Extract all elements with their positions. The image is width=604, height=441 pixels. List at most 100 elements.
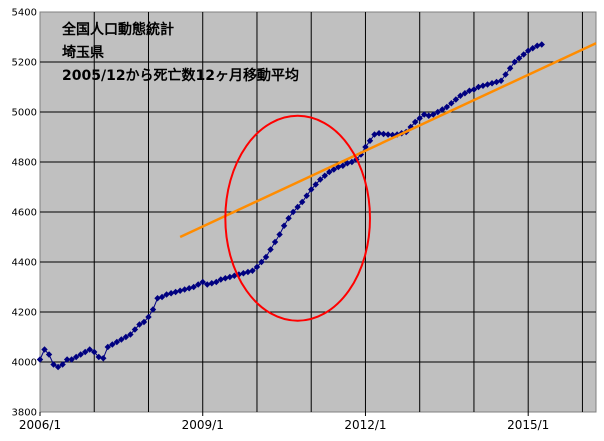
y-tick-label: 4400 xyxy=(12,258,37,269)
data-point xyxy=(285,215,292,222)
data-point xyxy=(389,131,396,139)
data-point xyxy=(113,338,121,346)
data-point xyxy=(222,275,229,282)
data-point xyxy=(104,343,112,351)
data-point xyxy=(371,131,378,138)
data-point xyxy=(434,108,441,116)
data-point xyxy=(430,111,437,118)
data-point xyxy=(45,351,53,358)
y-tick-label: 5200 xyxy=(12,58,37,69)
data-point xyxy=(136,321,143,328)
data-point xyxy=(493,78,500,86)
data-point xyxy=(497,77,505,84)
data-point xyxy=(534,42,541,49)
y-tick-label: 5000 xyxy=(12,108,37,119)
data-point xyxy=(167,290,175,297)
data-point xyxy=(68,356,75,363)
data-point xyxy=(271,238,279,246)
trend-line xyxy=(179,42,597,239)
data-point xyxy=(54,363,62,371)
data-point xyxy=(109,341,116,348)
highlight-ellipse xyxy=(224,114,371,322)
data-point xyxy=(176,287,184,294)
x-tick-label: 2006/1 xyxy=(19,418,61,432)
data-point xyxy=(36,356,44,363)
data-point xyxy=(506,65,514,72)
data-point xyxy=(140,318,148,326)
data-point xyxy=(484,81,491,88)
data-point xyxy=(425,112,432,119)
data-point xyxy=(421,111,428,118)
data-point xyxy=(321,172,328,179)
data-point xyxy=(308,186,315,193)
data-point xyxy=(244,268,252,276)
data-point xyxy=(145,313,152,321)
data-point xyxy=(72,353,80,361)
data-point xyxy=(213,278,220,286)
data-point xyxy=(280,222,288,229)
y-axis-ticks: 3800 4000 4200 4400 4600 4800 5000 5200 5400 xyxy=(12,8,37,419)
data-point xyxy=(190,283,197,291)
data-point xyxy=(122,333,130,341)
data-point xyxy=(488,80,496,87)
y-tick-label: 4600 xyxy=(12,208,37,219)
data-point xyxy=(86,346,93,353)
x-axis-ticks: 2006/1 2009/1 2012/1 2015/1 xyxy=(19,412,549,432)
data-point xyxy=(443,103,451,111)
x-tick-label: 2012/1 xyxy=(344,418,386,432)
data-point xyxy=(538,41,545,48)
gridlines xyxy=(40,12,596,412)
data-point xyxy=(452,96,460,103)
y-tick-label: 5400 xyxy=(12,8,37,19)
data-point xyxy=(407,123,414,131)
data-point xyxy=(312,181,319,188)
title-line-3: 2005/12から死亡数12ヶ月移動平均 xyxy=(62,67,299,84)
data-point xyxy=(217,276,225,283)
data-point xyxy=(461,90,469,97)
data-point xyxy=(249,267,256,274)
data-point xyxy=(149,306,157,313)
data-point xyxy=(470,86,478,93)
data-point xyxy=(524,47,532,54)
data-point xyxy=(195,281,202,288)
data-point xyxy=(475,83,482,91)
data-point xyxy=(267,246,274,253)
x-tick-label: 2009/1 xyxy=(182,418,224,432)
data-point xyxy=(298,198,306,206)
data-point xyxy=(511,58,518,66)
data-point xyxy=(258,258,265,266)
data-point xyxy=(416,115,423,122)
data-point xyxy=(294,203,301,211)
data-point xyxy=(185,285,193,292)
data-point xyxy=(466,87,473,94)
series-group xyxy=(36,41,597,371)
data-point xyxy=(317,176,324,183)
data-point xyxy=(384,131,392,138)
data-point xyxy=(411,118,419,126)
data-point xyxy=(253,263,261,271)
data-point xyxy=(163,291,170,298)
data-point xyxy=(59,361,66,368)
data-point xyxy=(95,353,102,361)
data-point xyxy=(380,130,387,138)
data-point xyxy=(82,348,89,356)
data-point xyxy=(204,281,211,288)
data-point xyxy=(348,158,356,166)
title-line-2: 埼玉県 xyxy=(62,44,104,61)
data-point xyxy=(520,51,527,58)
data-point xyxy=(127,331,134,338)
data-point xyxy=(502,71,509,78)
data-point xyxy=(362,143,369,151)
y-tick-label: 3800 xyxy=(12,408,37,419)
data-point xyxy=(375,130,383,137)
data-point xyxy=(289,208,297,216)
data-point xyxy=(529,45,536,52)
data-point xyxy=(50,361,57,368)
data-point xyxy=(226,273,234,281)
data-point xyxy=(262,253,270,261)
data-point xyxy=(330,166,338,173)
chart-title: 全国人口動態統計 埼玉県 2005/12から死亡数12ヶ月移動平均 xyxy=(61,21,299,84)
y-tick-label: 4200 xyxy=(12,308,37,319)
data-point xyxy=(303,192,310,199)
